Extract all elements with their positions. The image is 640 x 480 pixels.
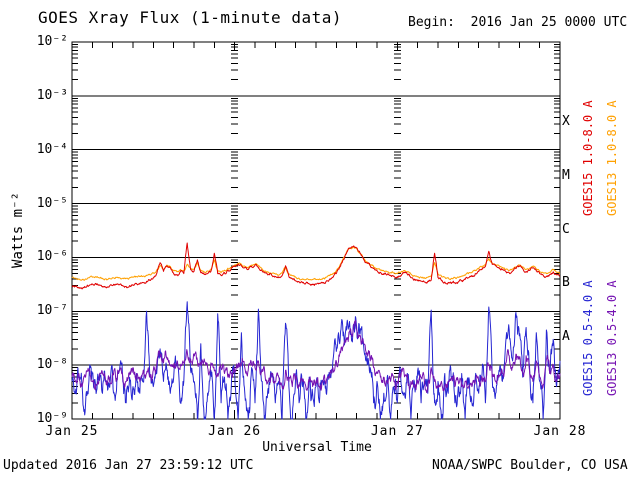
legend-label: GOES13 0.5-4.0 A	[605, 280, 619, 396]
y-tick-label: 10⁻⁶	[36, 249, 68, 265]
legend-label: GOES15 1.0-8.0 A	[581, 100, 595, 216]
begin-timestamp-label: Begin: 2016 Jan 25 0000 UTC	[408, 15, 628, 30]
updated-timestamp-label: Updated 2016 Jan 27 23:59:12 UTC	[3, 458, 254, 473]
flare-class-letter-A: A	[562, 329, 570, 345]
x-tick-label: Jan 27	[370, 424, 424, 439]
y-axis-title: Watts m⁻²	[10, 192, 26, 268]
legend-label: GOES13 1.0-8.0 A	[605, 100, 619, 216]
y-tick-label: 10⁻⁴	[36, 141, 68, 157]
x-tick-label: Jan 28	[533, 424, 587, 439]
y-tick-label: 10⁻⁹	[36, 411, 68, 426]
x-tick-label: Jan 25	[45, 424, 99, 439]
x-tick-label: Jan 26	[208, 424, 262, 439]
flare-class-letter-X: X	[562, 113, 570, 129]
legend-label: GOES15 0.5-4.0 A	[581, 280, 595, 396]
flare-class-letter-M: M	[562, 167, 570, 183]
y-tick-label: 10⁻³	[36, 87, 68, 103]
x-axis-title: Universal Time	[262, 440, 372, 455]
y-tick-label: 10⁻⁷	[36, 303, 68, 319]
flare-class-letter-C: C	[562, 221, 570, 237]
source-attribution-label: NOAA/SWPC Boulder, CO USA	[432, 458, 628, 473]
y-tick-label: 10⁻²	[36, 34, 68, 49]
page-title: GOES Xray Flux (1-minute data)	[38, 8, 342, 27]
y-tick-label: 10⁻⁵	[36, 195, 68, 211]
y-tick-label: 10⁻⁸	[36, 357, 68, 373]
flare-class-letter-B: B	[562, 275, 570, 291]
